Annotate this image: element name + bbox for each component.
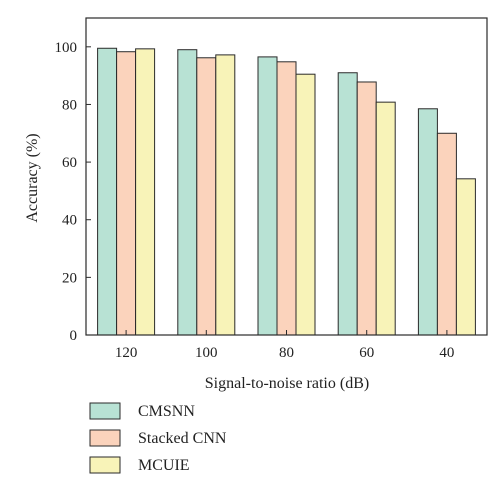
x-tick-label: 100 bbox=[195, 345, 218, 361]
x-tick-label: 80 bbox=[279, 345, 294, 361]
bar-mcuie-120 bbox=[135, 48, 156, 336]
legend-label-mcuie: MCUIE bbox=[138, 457, 190, 474]
x-tick-label: 120 bbox=[115, 345, 138, 361]
bar-cmsnn-40 bbox=[417, 108, 438, 336]
x-tick-label: 40 bbox=[439, 345, 454, 361]
x-tick-label: 60 bbox=[359, 345, 374, 361]
x-axis-title: Signal-to-noise ratio (dB) bbox=[205, 375, 369, 392]
y-tick-label: 100 bbox=[55, 40, 78, 56]
y-axis-title: Accuracy (%) bbox=[24, 133, 41, 222]
bar-mcuie-100 bbox=[215, 54, 236, 336]
axis-layer: 0 20 40 60 80 100 120 100 80 60 40 bbox=[55, 17, 488, 361]
legend: CMSNN Stacked CNN MCUIE bbox=[89, 402, 227, 474]
bar-mcuie-80 bbox=[295, 73, 316, 336]
bar-stacked-cnn-100 bbox=[196, 57, 217, 336]
bar-mcuie-60 bbox=[375, 101, 396, 336]
y-tick-label: 0 bbox=[70, 328, 78, 344]
legend-label-cmsnn: CMSNN bbox=[138, 403, 195, 420]
bar-cmsnn-120 bbox=[97, 47, 118, 336]
bar-stacked-cnn-40 bbox=[436, 132, 457, 336]
y-tick-label: 80 bbox=[62, 97, 77, 113]
legend-swatch-cmsnn bbox=[89, 402, 121, 420]
bar-cmsnn-80 bbox=[257, 56, 278, 336]
bar-stacked-cnn-80 bbox=[276, 61, 297, 336]
y-tick-label: 40 bbox=[62, 213, 77, 229]
bars-layer bbox=[97, 47, 476, 336]
bar-mcuie-40 bbox=[455, 178, 476, 336]
legend-swatch-stacked-cnn bbox=[89, 429, 121, 447]
bar-stacked-cnn-60 bbox=[356, 81, 377, 336]
legend-label-stacked-cnn: Stacked CNN bbox=[138, 430, 227, 447]
bar-cmsnn-100 bbox=[177, 49, 198, 336]
y-tick-label: 20 bbox=[62, 270, 77, 286]
y-tick-label: 60 bbox=[62, 155, 77, 171]
bar-cmsnn-60 bbox=[337, 72, 358, 336]
bar-stacked-cnn-120 bbox=[116, 51, 137, 336]
legend-swatch-mcuie bbox=[89, 456, 121, 474]
